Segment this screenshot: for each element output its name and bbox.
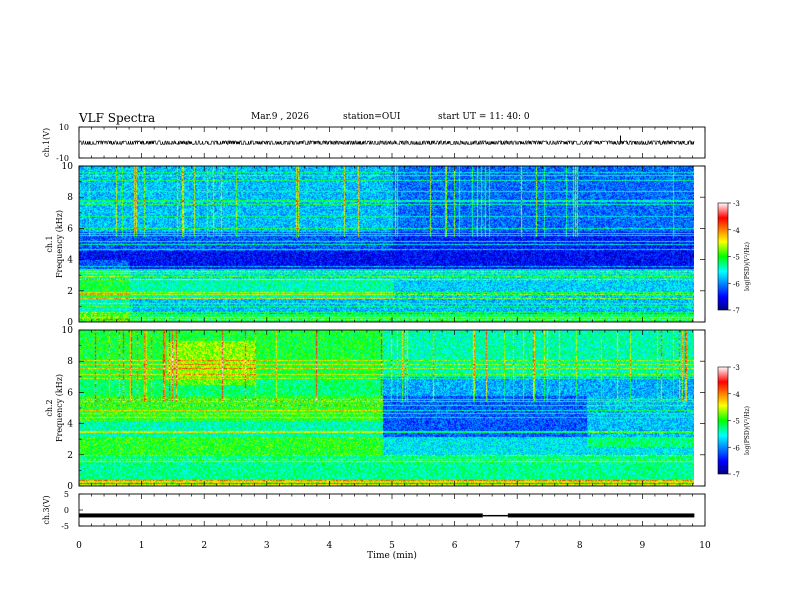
ch1-spectrogram-y-label-channel: ch.1 <box>45 235 54 252</box>
x-tick-label: 1 <box>139 541 145 551</box>
ch2-spectrogram-image <box>79 330 694 486</box>
ch2-spectrogram-y-tick-label: 2 <box>67 451 73 461</box>
ch1-spectrogram-colorbar-tick: -7 <box>733 307 740 315</box>
ch2-spectrogram-y-label-freq: Frequency (kHz) <box>55 374 64 442</box>
ch2-spectrogram-colorbar <box>717 366 729 475</box>
x-tick-label: 6 <box>452 541 458 551</box>
ch3-y-axis-label: ch.3(V) <box>42 495 51 524</box>
ch2-spectrogram-y-tick-label: 8 <box>67 357 73 367</box>
ch1-spectrogram-image <box>79 166 694 322</box>
x-tick-label: 8 <box>577 541 583 551</box>
ch1-spectrogram-colorbar-tick: -6 <box>733 280 740 288</box>
x-tick-label: 5 <box>389 541 395 551</box>
ch1-spectrogram-y-tick-label: 2 <box>67 287 73 297</box>
ch2-spectrogram-colorbar-tick: -3 <box>733 364 740 372</box>
x-axis-label: Time (min) <box>367 550 417 561</box>
date-label: Mar.9 , 2026 <box>251 112 309 122</box>
ch2-spectrogram-colorbar-tick: -4 <box>733 391 740 399</box>
ch2-spectrogram-colorbar-tick: -5 <box>733 418 740 426</box>
station-label: station=OUI <box>343 112 401 122</box>
ch2-spectrogram-y-tick-label: 0 <box>67 482 73 492</box>
ch2-spectrogram-colorbar-tick: -7 <box>733 471 740 479</box>
x-tick-label: 0 <box>76 541 82 551</box>
ch2-spectrogram-y-tick-label: 4 <box>67 420 73 430</box>
ch3-trace-segment <box>79 513 483 518</box>
ch1-spectrogram-y-label-freq: Frequency (kHz) <box>55 210 64 278</box>
ch1-waveform-line <box>78 140 695 146</box>
ch1-spectrogram-y-tick-label: 8 <box>67 193 73 203</box>
ch2-spectrogram-y-label-channel: ch.2 <box>45 399 54 416</box>
ch1-spectrogram-y-tick-label: 0 <box>67 318 73 328</box>
x-tick-label: 10 <box>699 541 711 551</box>
ch3-y-tick-label: 5 <box>64 490 69 499</box>
ch2-spectrogram-colorbar-label: log(PSD)(V²/Hz) <box>744 406 751 455</box>
ch3-trace-gap <box>482 514 508 517</box>
ch3-y-tick-label: -5 <box>61 522 69 531</box>
ch2-spectrogram-y-tick-label: 6 <box>67 388 73 398</box>
ch1-spectrogram-colorbar <box>717 202 729 311</box>
ch3-trace-segment <box>507 513 695 518</box>
ch1-spectrogram-colorbar-label: log(PSD)(V²/Hz) <box>744 242 751 291</box>
ch3-y-tick-label: 0 <box>64 506 69 515</box>
x-tick-label: 9 <box>640 541 646 551</box>
ch1-y-tick-label: 10 <box>59 123 69 132</box>
x-tick-label: 3 <box>264 541 270 551</box>
ch1-spectrogram-y-tick-label: 4 <box>67 256 73 266</box>
chart-title: VLF Spectra <box>79 111 156 125</box>
x-tick-label: 4 <box>327 541 333 551</box>
ch1-spectrogram-colorbar-tick: -3 <box>733 200 740 208</box>
ch1-y-axis-label: ch.1(V) <box>42 128 51 157</box>
ch1-spectrogram-colorbar-tick: -5 <box>733 254 740 262</box>
ch1-y-tick-label: -10 <box>56 154 69 163</box>
x-tick-label: 7 <box>514 541 520 551</box>
start-time-label: start UT = 11: 40: 0 <box>438 112 530 122</box>
x-tick-label: 2 <box>201 541 207 551</box>
ch1-spectrogram-colorbar-tick: -4 <box>733 227 740 235</box>
ch2-spectrogram-colorbar-tick: -6 <box>733 444 740 452</box>
ch1-spectrogram-y-tick-label: 6 <box>67 224 73 234</box>
ch2-spectrogram-y-tick-label: 10 <box>62 326 74 336</box>
ch1-spectrogram-y-tick-label: 10 <box>62 162 74 172</box>
